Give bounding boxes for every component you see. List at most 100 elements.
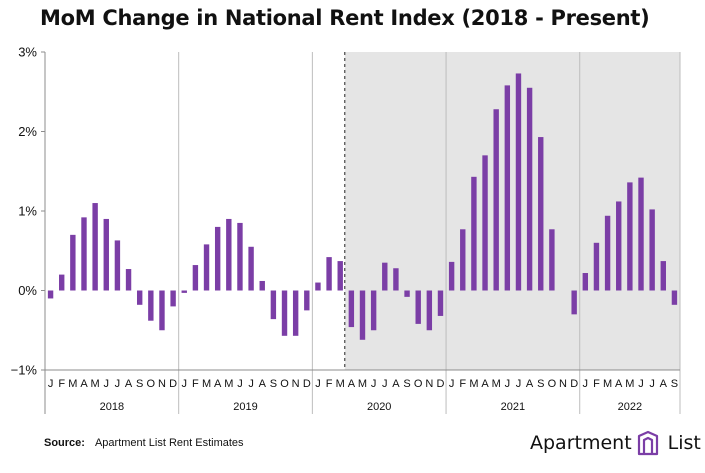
brand-logo: Apartment List [530,428,701,458]
bar [593,242,600,291]
month-tick-label: M [336,378,345,390]
bar [471,176,477,291]
month-tick-label: J [182,378,188,390]
month-tick-label: J [115,378,121,390]
bar [638,177,644,291]
bar [181,290,187,293]
month-tick-label: M [469,378,478,390]
month-tick-label: F [192,378,199,390]
bar [437,290,444,316]
month-tick-label: A [259,378,267,390]
bar [203,244,210,291]
bar [125,269,132,291]
bar [538,137,544,291]
year-label: 2018 [100,401,124,413]
bar [248,246,254,291]
bar [649,209,655,291]
month-tick-label: A [615,378,623,390]
bar [114,240,121,291]
month-tick-label: S [537,378,544,390]
bar [81,217,87,291]
month-tick-label: S [403,378,410,390]
shaded-period-region [344,52,680,370]
month-tick-label: M [68,378,77,390]
bar [270,290,277,320]
bar [404,290,410,297]
month-tick-label: A [526,378,534,390]
month-tick-label: S [136,378,143,390]
month-tick-label: J [382,378,388,390]
month-tick-label: F [58,378,65,390]
month-tick-label: M [91,378,100,390]
bar [170,290,176,307]
bar [415,290,421,324]
month-tick-label: J [638,378,644,390]
month-tick-label: A [392,378,400,390]
bar [292,290,299,336]
bar [426,290,433,331]
month-tick-label: D [570,378,578,390]
brand-word-list: List [667,432,701,454]
source-text: Apartment List Rent Estimates [94,437,244,449]
month-tick-label: D [303,378,311,390]
bar [549,229,555,291]
month-tick-label: S [671,378,678,390]
bar [70,234,76,291]
bar [370,290,377,331]
brand-word-apartment: Apartment [530,432,632,454]
month-tick-label: J [315,378,321,390]
year-label: 2020 [367,401,391,413]
month-tick-label: J [104,378,110,390]
month-tick-label: J [248,378,254,390]
bar [382,262,388,291]
month-tick-label: O [548,378,557,390]
month-tick-label: J [505,378,511,390]
bar [482,155,488,291]
year-label: 2022 [618,401,642,413]
month-tick-label: N [292,378,300,390]
year-label: 2019 [233,401,257,413]
month-tick-label: A [214,378,222,390]
y-tick-label: −1% [11,363,38,378]
month-tick-label: M [492,378,501,390]
month-tick-label: A [660,378,668,390]
month-tick-label: J [449,378,455,390]
source-label: Source: [44,437,85,449]
bar [448,261,455,291]
bar [571,290,577,315]
month-tick-label: D [437,378,445,390]
bar [281,290,288,336]
month-tick-label: A [125,378,133,390]
y-tick-label: 2% [18,124,37,139]
month-tick-label: J [237,378,243,390]
bar [460,229,466,291]
year-label: 2021 [501,401,525,413]
bar [515,73,522,291]
month-tick-label: J [516,378,522,390]
chart-title: MoM Change in National Rent Index (2018 … [40,6,650,30]
bar [616,201,622,291]
bar [627,182,633,291]
month-tick-label: J [649,378,655,390]
y-tick-label: 1% [18,204,37,219]
month-tick-label: M [202,378,211,390]
bar [136,290,143,305]
month-tick-label: O [280,378,289,390]
month-tick-label: D [169,378,177,390]
bar [259,280,265,291]
month-tick-label: A [348,378,356,390]
bar [660,261,666,291]
month-tick-label: M [625,378,634,390]
month-tick-label: J [371,378,377,390]
bar [671,290,678,305]
month-tick-label: M [603,378,612,390]
bar [59,274,65,291]
bar [526,87,533,291]
bar [148,290,154,321]
bar [582,273,589,291]
bar [103,218,109,291]
bar [214,226,221,291]
bar [226,218,232,291]
month-tick-label: N [559,378,567,390]
